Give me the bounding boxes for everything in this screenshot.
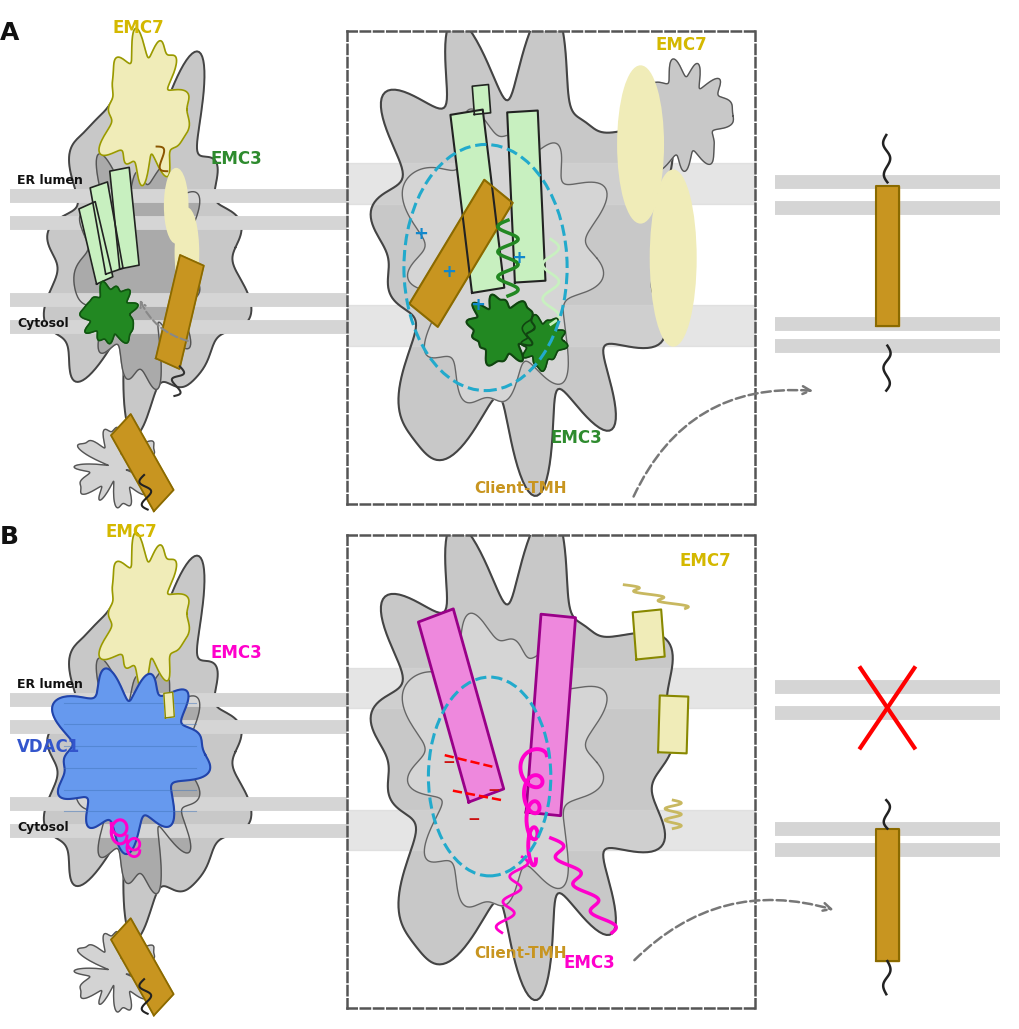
Polygon shape bbox=[875, 186, 898, 325]
Text: −: − bbox=[442, 755, 454, 770]
Polygon shape bbox=[370, 509, 673, 1000]
Text: −: − bbox=[467, 812, 479, 826]
Ellipse shape bbox=[175, 208, 198, 297]
Text: EMC7: EMC7 bbox=[113, 19, 164, 37]
Text: A: A bbox=[0, 21, 18, 44]
Text: VDAC1: VDAC1 bbox=[17, 738, 81, 756]
Polygon shape bbox=[466, 294, 534, 365]
Polygon shape bbox=[78, 202, 113, 284]
Ellipse shape bbox=[650, 171, 695, 346]
Polygon shape bbox=[44, 51, 251, 435]
Text: ER lumen: ER lumen bbox=[17, 174, 84, 186]
Text: +: + bbox=[511, 249, 525, 268]
Text: +: + bbox=[413, 225, 427, 244]
Text: EMC7: EMC7 bbox=[680, 552, 731, 570]
Polygon shape bbox=[418, 609, 503, 802]
Text: +: + bbox=[441, 263, 455, 281]
Polygon shape bbox=[90, 182, 123, 274]
Text: Client-TMH: Client-TMH bbox=[474, 947, 566, 961]
Text: Cytosol: Cytosol bbox=[17, 317, 69, 330]
Text: EMC7: EMC7 bbox=[106, 523, 157, 541]
Polygon shape bbox=[409, 180, 513, 327]
Text: Client-TMH: Client-TMH bbox=[474, 482, 566, 496]
Polygon shape bbox=[73, 658, 200, 893]
Polygon shape bbox=[370, 5, 673, 496]
Polygon shape bbox=[52, 669, 210, 854]
Polygon shape bbox=[73, 153, 200, 389]
Polygon shape bbox=[156, 255, 204, 369]
Text: EMC3: EMC3 bbox=[210, 150, 262, 168]
Text: EMC3: EMC3 bbox=[550, 429, 602, 447]
Text: −: − bbox=[487, 783, 499, 799]
Polygon shape bbox=[79, 282, 138, 344]
Polygon shape bbox=[74, 427, 160, 507]
Ellipse shape bbox=[618, 67, 662, 222]
Text: EMC7: EMC7 bbox=[655, 36, 706, 54]
Polygon shape bbox=[401, 109, 606, 402]
Polygon shape bbox=[472, 84, 490, 114]
Polygon shape bbox=[638, 59, 733, 172]
Polygon shape bbox=[99, 29, 190, 185]
Text: +: + bbox=[470, 296, 484, 315]
Polygon shape bbox=[657, 696, 688, 753]
Ellipse shape bbox=[165, 169, 187, 243]
Polygon shape bbox=[99, 533, 190, 689]
Polygon shape bbox=[401, 613, 606, 907]
Text: EMC3: EMC3 bbox=[210, 644, 262, 662]
Text: Cytosol: Cytosol bbox=[17, 821, 69, 835]
Polygon shape bbox=[521, 315, 568, 371]
Polygon shape bbox=[74, 931, 160, 1012]
Polygon shape bbox=[506, 110, 545, 283]
Polygon shape bbox=[164, 693, 174, 718]
Polygon shape bbox=[875, 828, 898, 961]
Polygon shape bbox=[111, 918, 173, 1016]
Polygon shape bbox=[110, 168, 139, 269]
Text: B: B bbox=[0, 525, 18, 548]
Polygon shape bbox=[450, 109, 503, 293]
Polygon shape bbox=[526, 614, 575, 816]
Polygon shape bbox=[44, 556, 251, 939]
Text: EMC3: EMC3 bbox=[562, 954, 614, 972]
Polygon shape bbox=[111, 414, 173, 511]
Polygon shape bbox=[632, 609, 664, 660]
Text: ER lumen: ER lumen bbox=[17, 678, 84, 690]
